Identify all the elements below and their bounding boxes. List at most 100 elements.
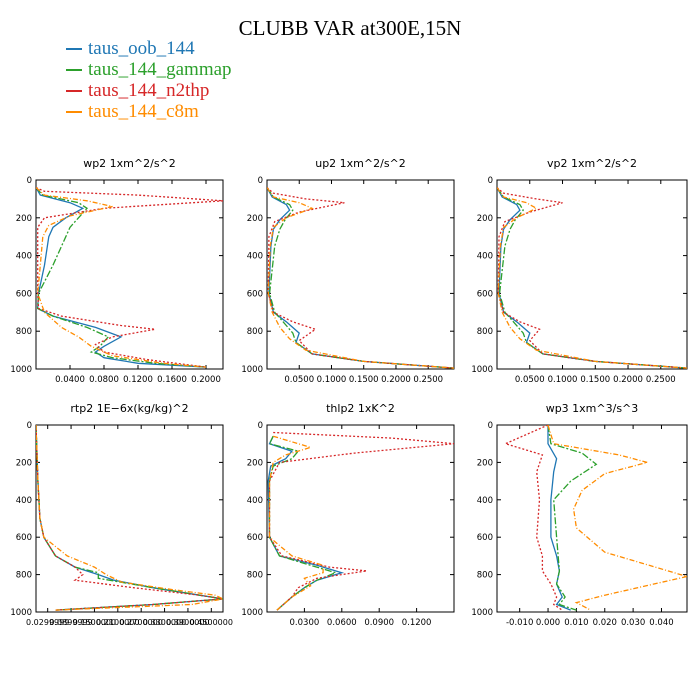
- series-line: [268, 435, 338, 611]
- legend-label: taus_144_n2thp: [88, 80, 210, 101]
- legend-swatch: [66, 69, 82, 71]
- x-tick-label: 0.010: [564, 618, 588, 628]
- legend-label: taus_oob_144: [88, 38, 195, 59]
- series-line: [268, 431, 454, 611]
- series-line: [267, 187, 454, 369]
- x-tick-label: 0.1500000: [73, 618, 116, 627]
- y-tick-label: 800: [16, 327, 32, 337]
- x-tick-label: 0.2000: [613, 375, 643, 385]
- y-tick-label: 1000: [471, 608, 493, 618]
- x-tick-label: 0.1600: [157, 375, 187, 385]
- y-tick-label: 600: [16, 533, 32, 543]
- y-tick-label: 800: [477, 571, 493, 581]
- x-tick-label: 0.3300000: [143, 618, 186, 627]
- series-line: [547, 425, 598, 611]
- y-tick-label: 200: [477, 214, 493, 224]
- y-tick-label: 400: [247, 252, 263, 262]
- series-line: [36, 425, 223, 611]
- y-tick-label: 1000: [241, 608, 263, 618]
- series-line: [36, 187, 207, 368]
- series-line: [547, 425, 571, 611]
- panel-title: wp3 1xm^3/s^3: [546, 402, 639, 415]
- x-tick-label: 0.3900000: [166, 618, 209, 627]
- y-tick-label: 0: [27, 176, 32, 186]
- y-tick-label: 1000: [471, 365, 493, 375]
- y-tick-label: 200: [16, 458, 32, 468]
- y-tick-label: 1000: [241, 365, 263, 375]
- series-line: [497, 187, 687, 369]
- x-tick-label: 0.2500: [646, 375, 676, 385]
- series-line: [36, 187, 207, 368]
- legend-swatch: [66, 48, 82, 50]
- x-tick-label: 0.4500000: [190, 618, 233, 627]
- y-tick-label: 400: [477, 496, 493, 506]
- y-tick-label: 0: [258, 421, 263, 431]
- x-tick-label: 0.2100000: [96, 618, 139, 627]
- x-tick-label: 0.1500: [349, 375, 379, 385]
- x-tick-label: 0.2000: [191, 375, 221, 385]
- x-tick-label: 0.0800: [89, 375, 119, 385]
- x-tick-label: 0.1500: [580, 375, 610, 385]
- y-tick-label: 0: [488, 421, 493, 431]
- x-tick-label: 0.040: [649, 618, 673, 628]
- x-tick-label: 0.0500: [284, 375, 314, 385]
- figure-title: CLUBB VAR at300E,15N: [238, 16, 462, 40]
- series-line: [268, 435, 324, 611]
- x-tick-label: 0.0899999: [49, 618, 92, 627]
- panel-title: rtp2 1E−6x(kg/kg)^2: [70, 402, 188, 415]
- y-tick-label: 0: [488, 176, 493, 186]
- y-tick-label: 200: [247, 214, 263, 224]
- x-tick-label: 0.0299999: [26, 618, 69, 627]
- x-tick-label: 0.020: [593, 618, 617, 628]
- plot-frame: [266, 179, 455, 370]
- x-tick-label: 0.1000: [548, 375, 578, 385]
- y-tick-label: 800: [247, 327, 263, 337]
- y-tick-label: 400: [16, 252, 32, 262]
- series-line: [497, 187, 687, 369]
- plot-frame: [35, 179, 224, 370]
- x-tick-label: 0.1200: [123, 375, 153, 385]
- y-tick-label: 800: [247, 571, 263, 581]
- y-tick-label: 600: [16, 289, 32, 299]
- legend-label: taus_144_gammap: [88, 59, 232, 80]
- series-line: [267, 187, 454, 369]
- y-tick-label: 600: [247, 533, 263, 543]
- y-tick-label: 400: [477, 252, 493, 262]
- y-tick-label: 400: [16, 496, 32, 506]
- y-tick-label: 0: [27, 421, 32, 431]
- panel-title: wp2 1xm^2/s^2: [83, 157, 176, 170]
- panel-title: thlp2 1xK^2: [326, 402, 395, 415]
- legend-swatch: [66, 90, 82, 92]
- y-tick-label: 200: [477, 458, 493, 468]
- x-tick-label: 0.2500: [413, 375, 443, 385]
- x-tick-label: 0.0500: [515, 375, 545, 385]
- x-tick-label: 0.2000: [381, 375, 411, 385]
- x-tick-label: 0.0400: [55, 375, 85, 385]
- series-line: [36, 425, 223, 611]
- x-tick-label: 0.1000: [317, 375, 347, 385]
- x-tick-label: 0.1200: [402, 618, 432, 628]
- y-tick-label: 200: [247, 458, 263, 468]
- legend-swatch: [66, 111, 82, 113]
- plot-frame: [496, 179, 688, 370]
- series-line: [36, 187, 207, 368]
- y-tick-label: 600: [477, 289, 493, 299]
- y-tick-label: 800: [16, 571, 32, 581]
- y-tick-label: 1000: [10, 365, 32, 375]
- y-tick-label: 0: [258, 176, 263, 186]
- x-tick-label: 0.2700000: [120, 618, 163, 627]
- y-tick-label: 200: [16, 214, 32, 224]
- series-line: [36, 425, 223, 611]
- x-tick-label: 0.0300: [290, 618, 320, 628]
- x-tick-label: -0.010: [506, 618, 533, 628]
- series-line: [36, 187, 223, 368]
- y-tick-label: 600: [247, 289, 263, 299]
- plot-frame: [266, 424, 455, 613]
- plot-frame: [35, 424, 224, 613]
- legend-label: taus_144_c8m: [88, 101, 199, 122]
- series-line: [497, 187, 687, 369]
- y-tick-label: 600: [477, 533, 493, 543]
- x-tick-label: 0.0600: [327, 618, 357, 628]
- y-tick-label: 800: [477, 327, 493, 337]
